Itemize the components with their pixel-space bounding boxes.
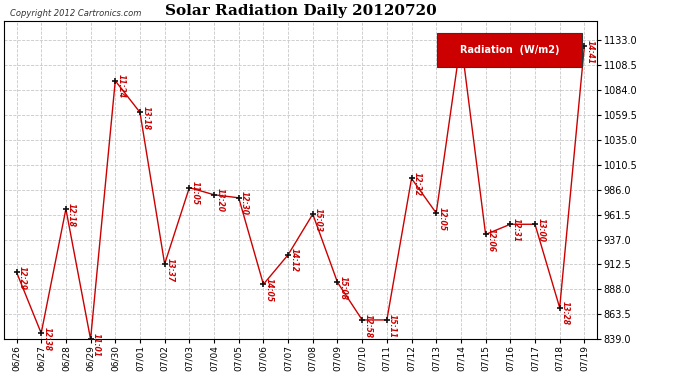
- Text: 12:06: 12:06: [487, 228, 496, 252]
- Text: 11:05: 11:05: [190, 181, 199, 205]
- Text: 15:11: 15:11: [388, 314, 397, 338]
- Text: 14:05: 14:05: [265, 278, 274, 302]
- Text: 13:20: 13:20: [215, 188, 224, 212]
- Text: Copyright 2012 Cartronics.com: Copyright 2012 Cartronics.com: [10, 9, 141, 18]
- Text: 15:08: 15:08: [339, 276, 348, 300]
- Text: 14:41: 14:41: [586, 40, 595, 64]
- Text: Radiation  (W/m2): Radiation (W/m2): [460, 45, 559, 55]
- Text: 13:37: 13:37: [166, 258, 175, 282]
- Text: 13:00: 13:00: [536, 218, 545, 242]
- Text: 12:32: 12:32: [413, 172, 422, 196]
- Text: 11:01: 11:01: [92, 333, 101, 357]
- Text: 12:30: 12:30: [240, 192, 249, 216]
- Text: 12:18: 12:18: [67, 202, 76, 226]
- Text: 12:05: 12:05: [437, 207, 446, 231]
- Text: 12:17: 12:17: [462, 34, 471, 58]
- Title: Solar Radiation Daily 20120720: Solar Radiation Daily 20120720: [165, 4, 436, 18]
- FancyBboxPatch shape: [437, 33, 582, 67]
- Text: 12:58: 12:58: [364, 314, 373, 338]
- Text: 13:28: 13:28: [561, 302, 570, 326]
- Text: 12:38: 12:38: [43, 327, 52, 351]
- Text: 13:18: 13:18: [141, 106, 150, 130]
- Text: 12:29: 12:29: [18, 266, 27, 290]
- Text: 11:24: 11:24: [117, 74, 126, 98]
- Text: 15:03: 15:03: [314, 208, 323, 232]
- Text: 14:12: 14:12: [289, 248, 298, 272]
- Text: 12:31: 12:31: [511, 218, 520, 242]
